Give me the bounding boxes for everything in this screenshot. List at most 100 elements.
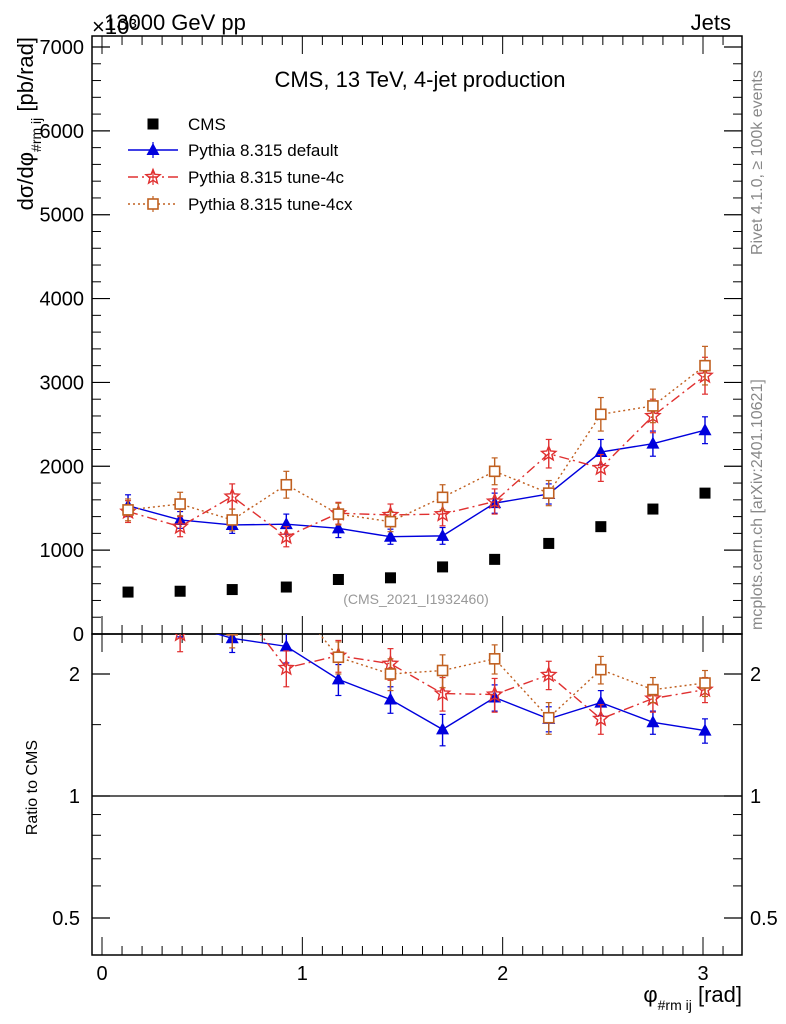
legend-entry: Pythia 8.315 tune-4c (128, 167, 344, 187)
data-point (122, 504, 134, 516)
energy-label: 13000 GeV pp (104, 10, 246, 35)
ratio-data-point (698, 723, 712, 736)
ratio-y-axis-label: Ratio to CMS (24, 740, 41, 835)
ratio-data-point (591, 709, 610, 727)
x-axis-label: φ#rm ij [rad] (643, 982, 742, 1013)
ratio-series-pythia-8-315-tune-4cx (226, 634, 711, 735)
legend: CMS Pythia 8.315 default Pythia 8.315 tune… (128, 115, 353, 214)
ratio-data-point (332, 651, 345, 664)
ratio-data-point (594, 695, 608, 708)
data-point (174, 585, 186, 597)
ratio-data-point (121, 600, 135, 614)
category-label: Jets (691, 10, 731, 35)
main-axis-ticks: 0 1000 2000 3000 4000 5000 6000 7000 (40, 36, 742, 646)
mcplots-label: mcplots.cern.ch [arXiv:2401.10621] (749, 379, 766, 630)
data-point (646, 436, 660, 449)
legend-label: Pythia 8.315 tune-4c (188, 168, 344, 187)
ratio-y-tick-label-right: 0.5 (750, 908, 778, 930)
series-pythia-8-315-tune-4c (119, 356, 714, 548)
data-point (595, 408, 607, 421)
main-y-tick-label: 1000 (40, 540, 85, 562)
data-point (226, 514, 239, 526)
data-point (279, 517, 293, 530)
ratio-data-point (488, 653, 501, 665)
legend-label: Pythia 8.315 default (188, 141, 339, 160)
main-y-tick-label: 2000 (40, 456, 85, 478)
data-point (699, 359, 711, 372)
ratio-y-tick-label-right: 1 (750, 786, 761, 808)
main-y-tick-label: 5000 (40, 205, 85, 227)
ratio-y-tick-label: 2 (69, 664, 80, 686)
ratio-panel-frame (91, 633, 743, 956)
data-point (384, 572, 396, 584)
ratio-series-group (121, 600, 714, 747)
rivet-label: Rivet 4.1.0, ≥ 100k events (749, 70, 766, 255)
ratio-series-line (214, 634, 706, 732)
ratio-data-point (279, 639, 293, 652)
data-point (437, 561, 449, 573)
ratio-data-point (485, 685, 504, 703)
ratio-data-point (384, 668, 397, 680)
ratio-data-point (646, 715, 660, 728)
data-point (436, 528, 450, 541)
ratio-data-point (436, 664, 449, 677)
data-point (332, 508, 345, 520)
main-y-tick-label: 0 (73, 624, 84, 646)
main-y-tick-label: 7000 (40, 37, 85, 59)
ratio-data-point (595, 663, 607, 676)
series-pythia-8-315-tune-4cx (122, 345, 711, 533)
ratio-y-tick-label: 0.5 (52, 908, 80, 930)
ratio-data-point (539, 665, 558, 683)
data-point (488, 465, 501, 478)
data-point (433, 504, 452, 522)
series-pythia-8-315-default (121, 416, 712, 545)
ratio-data-point (383, 692, 397, 705)
legend-marker (147, 198, 159, 210)
data-point (539, 444, 558, 462)
data-point (436, 491, 449, 504)
data-point (171, 517, 190, 535)
legend-entry: CMS (147, 115, 226, 134)
data-point (226, 584, 238, 596)
data-point (485, 492, 504, 510)
legend-entry: Pythia 8.315 default (128, 141, 339, 160)
ratio-series-line (318, 634, 706, 719)
x-tick-label: 2 (497, 963, 508, 985)
series-line (127, 429, 706, 538)
data-point (280, 478, 293, 491)
ratio-data-point (436, 722, 450, 735)
data-point (594, 445, 608, 458)
data-point (331, 521, 345, 534)
x-tick-label: 1 (297, 963, 308, 985)
ratio-y-tick-label-right: 2 (750, 664, 761, 686)
data-point (542, 487, 555, 499)
ratio-axis-ticks: 0.5 0.5 1 1 2 2 0 1 2 3 (52, 634, 778, 985)
series-cms (122, 487, 711, 598)
legend-marker (144, 167, 162, 185)
main-y-tick-label: 6000 (40, 121, 85, 143)
ratio-data-point (699, 677, 711, 689)
legend-entry: Pythia 8.315 tune-4cx (128, 195, 353, 214)
main-y-tick-label: 4000 (40, 289, 85, 311)
chart-title: CMS, 13 TeV, 4-jet production (274, 67, 565, 92)
legend-label: CMS (188, 115, 226, 134)
data-point (591, 458, 610, 476)
data-point (223, 487, 242, 505)
main-series-group (119, 345, 714, 598)
legend-label: Pythia 8.315 tune-4cx (188, 195, 353, 214)
ratio-data-point (174, 634, 186, 642)
ratio-data-point (277, 658, 296, 676)
data-point (647, 400, 659, 412)
data-point (383, 529, 397, 542)
series-line (127, 375, 706, 538)
data-point (489, 553, 501, 565)
data-point (647, 503, 659, 515)
ratio-data-point (542, 711, 555, 724)
ratio-data-point (331, 672, 345, 685)
data-point (543, 537, 555, 549)
data-point (174, 498, 186, 510)
ratio-data-point (174, 616, 187, 628)
main-y-axis-label: dσ/dφ#rm ij [pb/rad] (13, 37, 44, 210)
data-point (698, 423, 712, 436)
